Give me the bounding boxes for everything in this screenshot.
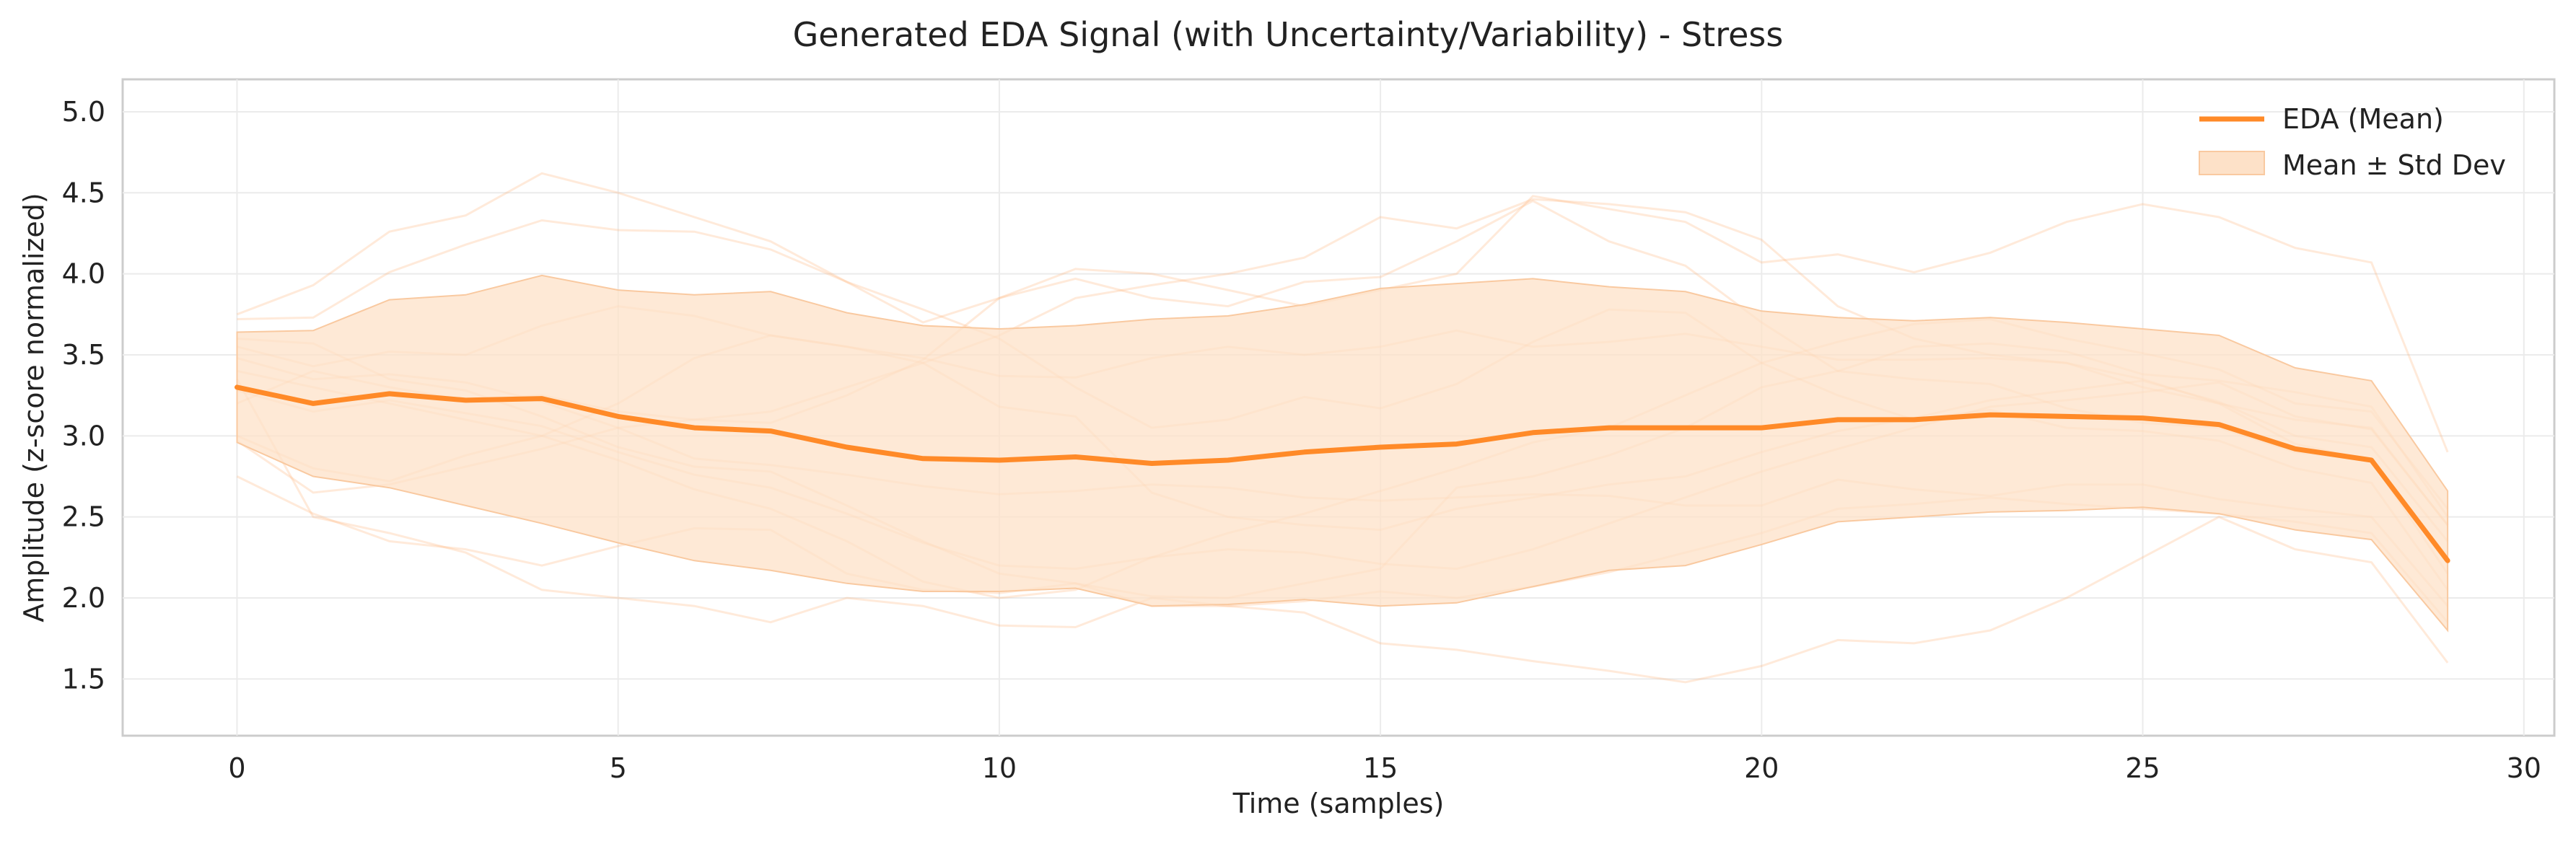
x-axis-ticks: 0 5 10 15 20 25 30 [228,752,2541,784]
legend-mean-label: EDA (Mean) [2282,103,2444,135]
legend-band-label: Mean ± Std Dev [2282,149,2506,181]
y-tick-label: 2.0 [62,582,105,614]
y-tick-label: 2.5 [62,501,105,533]
y-axis-title: Amplitude (z-score normalized) [18,193,50,622]
y-tick-label: 4.5 [62,177,105,208]
std-band-layer [236,274,2449,633]
y-tick-label: 4.0 [62,258,105,290]
sample-line [236,378,2449,684]
y-tick-label: 5.0 [62,96,105,128]
x-tick-label: 10 [982,752,1017,784]
x-tick-label: 5 [610,752,627,784]
y-axis-ticks: 1.5 2.0 2.5 3.0 3.5 4.0 4.5 5.0 [62,96,105,695]
x-tick-label: 25 [2125,752,2160,784]
mean-line [235,384,2450,563]
x-tick-label: 20 [1744,752,1779,784]
mean-line-layer [235,384,2450,563]
y-tick-label: 3.5 [62,339,105,371]
legend-band-swatch [2199,151,2265,175]
chart-title: Generated EDA Signal (with Uncertainty/V… [793,15,1784,54]
x-axis-title: Time (samples) [1232,788,1445,819]
y-tick-label: 3.0 [62,420,105,452]
y-tick-label: 1.5 [62,663,105,695]
legend: EDA (Mean) Mean ± Std Dev [2199,103,2506,181]
x-tick-label: 0 [228,752,245,784]
std-band [236,274,2449,633]
x-tick-label: 30 [2507,752,2541,784]
x-tick-label: 15 [1363,752,1398,784]
